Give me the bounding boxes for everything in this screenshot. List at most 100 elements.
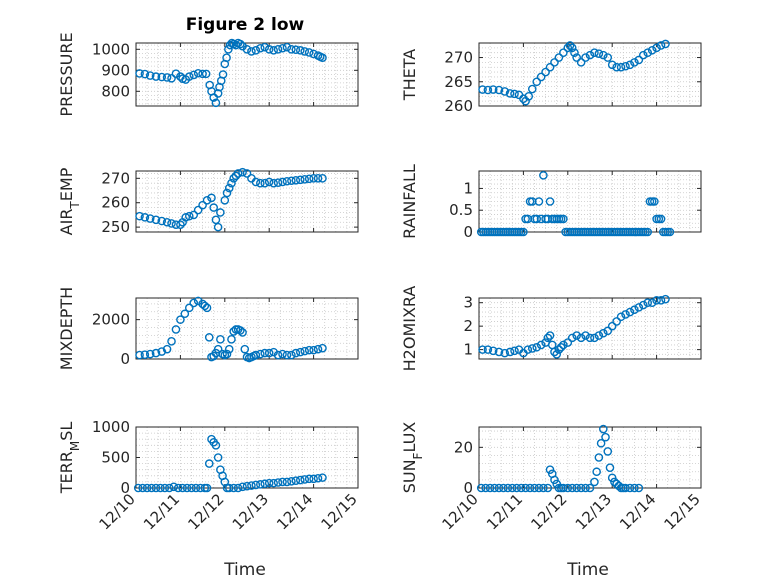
data-point [140,213,150,222]
y-tick-label: 265 [444,73,473,91]
data-point [625,483,635,493]
data-point [625,307,635,317]
data-point [621,483,630,493]
y-tick-label: 0 [463,479,473,497]
data-point [135,211,144,221]
data-point [133,483,143,493]
chart-panel-5: 0 2000 MIXDEPTH [57,287,359,370]
data-point [616,312,626,322]
x-tick-label: 12/15 [661,490,704,533]
x-tick-label: 12/12 [184,490,227,533]
data-point [264,45,274,54]
data-point [534,483,544,493]
x-tick-label: 12/11 [483,490,526,533]
data-point [178,483,187,493]
x-tick-label: 12/12 [527,490,570,533]
data-point [171,325,181,334]
y-tick-label: 3 [463,294,473,312]
data-point [304,48,314,57]
data-point [227,335,236,344]
data-point [260,42,270,52]
data-point [176,315,185,324]
data-point [656,296,666,305]
data-point [545,331,555,340]
data-point [500,87,510,96]
data-point [256,349,265,359]
data-point [599,328,608,338]
data-point [612,317,621,326]
y-axis-label: H2OMIXRA [400,286,419,372]
data-point [516,483,526,493]
data-point [494,85,504,95]
data-point [160,483,170,493]
y-axis-label: AIRTEMP [57,167,82,235]
data-point [145,214,155,223]
data-point [269,46,278,55]
data-point [142,483,152,493]
y-axis-label: PRESSURE [57,32,76,116]
data-point [476,483,486,493]
data-point [189,70,199,80]
data-point [282,176,292,186]
data-point [500,348,510,358]
data-point [278,349,287,359]
data-point [295,46,305,55]
y-tick-label: 900 [101,61,130,79]
data-point [251,480,261,490]
data-point [652,43,661,53]
data-point [576,58,586,67]
data-point [647,45,657,55]
data-point [585,333,595,343]
data-point [559,340,568,350]
data-point [182,483,192,493]
data-point [605,463,615,472]
data-point [157,216,167,226]
data-point [594,331,604,340]
data-point [273,45,283,54]
data-point [287,176,296,186]
chart-panel-7: 0 500 1000 12/10 12/11 12/12 12/13 12/14 12/15 TE… [57,418,361,533]
data-point [512,483,522,493]
data-point [570,48,579,57]
data-point [313,344,323,354]
data-point [304,174,314,184]
data-point [318,343,327,353]
data-point [295,475,305,485]
data-point [581,483,590,493]
data-point [162,344,172,354]
data-point [638,50,648,60]
y-tick-label: 1 [463,341,473,359]
data-point [519,227,528,237]
data-point [233,169,243,178]
data-point [567,333,577,343]
plot-frame [478,170,702,233]
data-point [222,53,231,63]
data-point [313,174,323,183]
chart-panel-2: 260 265 270 THETA [400,39,702,115]
data-point [599,50,608,60]
plot-frame [135,170,359,233]
data-point [601,432,610,442]
data-point [176,220,185,229]
y-tick-label: 500 [101,449,130,467]
data-point [140,69,150,79]
data-point [494,347,504,357]
data-point [313,473,323,483]
x-tick-label: 12/10 [96,490,139,533]
data-point [590,477,599,487]
data-point [539,483,548,493]
data-point [490,483,499,493]
data-point [247,481,256,490]
data-point [242,45,252,54]
data-point [541,67,550,77]
data-point [167,336,176,346]
data-point [650,197,659,206]
data-point [505,347,515,357]
data-point [145,71,155,80]
data-point [607,60,617,70]
data-point [596,438,606,448]
data-point [156,483,165,493]
data-point [519,94,528,104]
data-point [638,300,648,310]
data-point [634,483,644,493]
